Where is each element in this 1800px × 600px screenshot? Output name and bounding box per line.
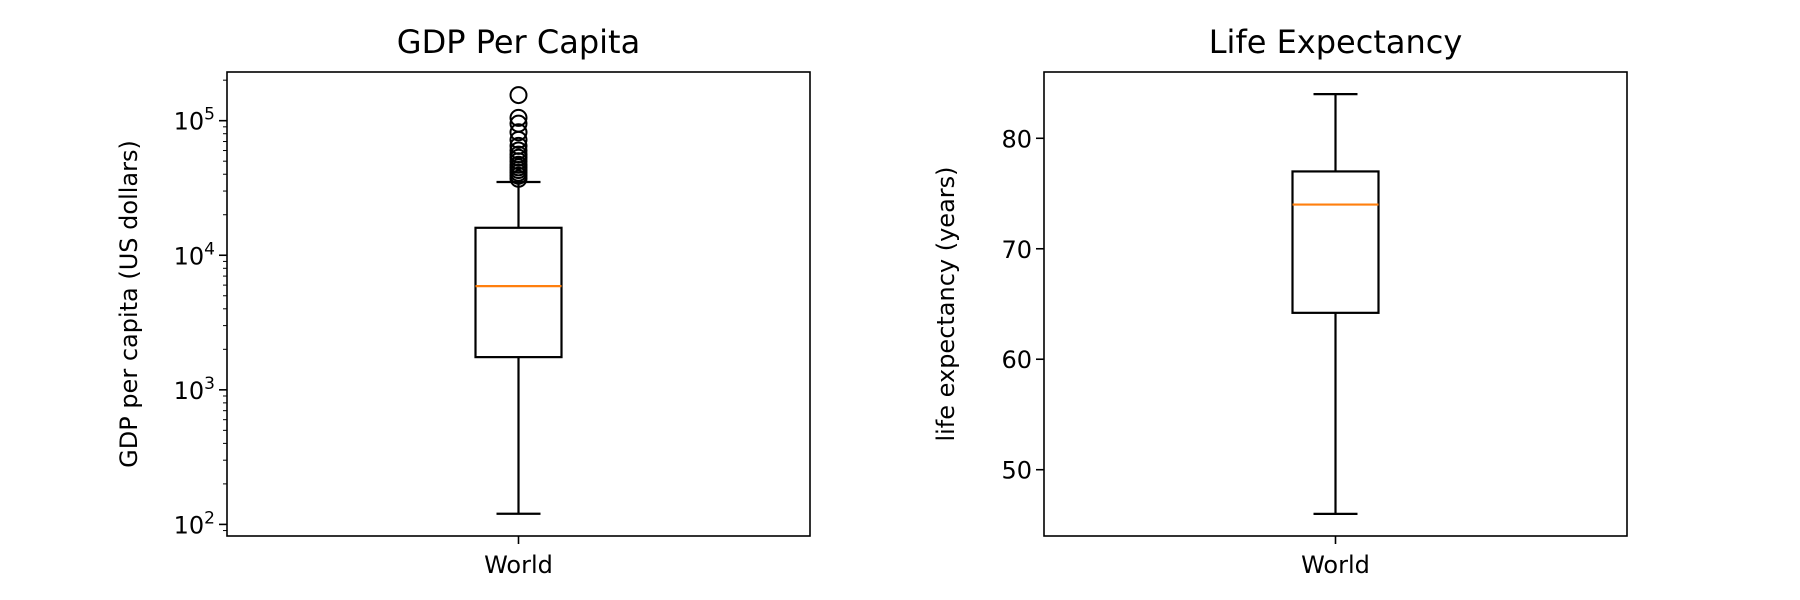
y-tick-label: 105 (174, 105, 215, 136)
outlier-point (509, 108, 528, 127)
y-tick-label: 50 (1001, 457, 1032, 485)
outlier-point (509, 114, 528, 133)
outlier-point (509, 136, 528, 155)
y-tick-label: 103 (174, 374, 215, 405)
chart-title: Life Expectancy (1209, 23, 1463, 61)
y-tick-label: 80 (1001, 125, 1032, 153)
y-tick-label: 70 (1001, 236, 1032, 264)
x-tick-label: World (1301, 551, 1370, 579)
x-tick-label: World (484, 551, 553, 579)
y-tick-label: 102 (174, 508, 215, 539)
outlier-point (509, 141, 528, 160)
outlier-point (509, 86, 528, 105)
y-tick-label: 104 (174, 239, 215, 270)
chart-title: GDP Per Capita (397, 23, 640, 61)
y-axis-label: GDP per capita (US dollars) (115, 140, 143, 468)
y-tick-label: 60 (1001, 346, 1032, 374)
y-axis-label: life expectancy (years) (932, 166, 960, 441)
iqr-box (474, 226, 563, 359)
chart-2: Life Expectancy life expectancy (years) 50… (932, 23, 1628, 579)
iqr-box (1291, 170, 1380, 314)
outlier-point (509, 123, 528, 142)
chart-1: GDP Per Capita GDP per capita (US dollars… (115, 23, 811, 579)
